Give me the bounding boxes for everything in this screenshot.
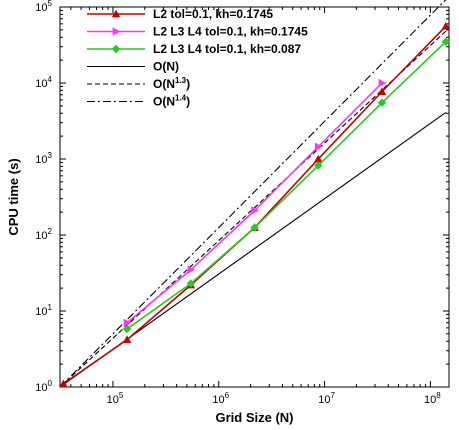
legend-label-0: L2 tol=0.1, kh=0.1745 (153, 7, 273, 21)
diamond-marker (314, 161, 323, 170)
series-layer (59, 0, 451, 388)
x-axis-title: Grid Size (N) (215, 410, 293, 425)
legend: L2 tol=0.1, kh=0.1745 L2 L3 L4 tol=0.1, k… (87, 7, 308, 109)
triangle-marker (441, 21, 451, 30)
series-line-1 (126, 82, 383, 324)
series-line-0 (62, 25, 447, 385)
axis-ticks (60, 6, 449, 388)
series-line-2 (126, 41, 447, 330)
triangle-marker (314, 154, 323, 163)
triangle-marker (59, 379, 68, 388)
diamond-marker (186, 279, 196, 288)
legend-label-3: O(N) (153, 60, 179, 74)
legend-label-4: O(N1.3) (153, 76, 190, 91)
triangle-right-marker (187, 265, 196, 274)
tick-labels: 105 106 107 108 100 101 102 103 104 105 (35, 0, 441, 406)
triangle-right-marker (378, 78, 387, 88)
triangle-marker (111, 9, 121, 18)
y-tick-label: 103 (35, 151, 52, 166)
series-line-5 (59, 0, 447, 388)
diamond-marker (122, 324, 132, 334)
x-tick-label: 106 (212, 391, 229, 406)
legend-label-5: O(N1.4) (153, 94, 190, 109)
triangle-right-marker (123, 318, 132, 327)
triangle-right-marker (251, 206, 259, 215)
triangle-marker (377, 87, 387, 95)
y-tick-label: 101 (35, 303, 52, 318)
diamond-marker (250, 223, 259, 232)
x-tick-label: 105 (107, 391, 124, 406)
plot-frame (59, 6, 450, 388)
legend-label-1: L2 L3 L4 tol=0.1, kh=0.1745 (153, 25, 308, 39)
y-tick-label: 104 (35, 75, 52, 90)
x-tick-label: 107 (318, 391, 335, 406)
y-axis-title: CPU time (s) (6, 158, 21, 235)
diamond-marker (111, 44, 121, 54)
diamond-marker (377, 98, 387, 107)
legend-label-2: L2 L3 L4 tol=0.1, kh=0.087 (153, 42, 301, 56)
y-tick-label: 105 (35, 0, 52, 14)
x-tick-label: 108 (424, 391, 441, 406)
y-tick-label: 100 (35, 379, 52, 394)
triangle-right-marker (112, 27, 121, 36)
triangle-marker (122, 335, 132, 343)
diamond-marker (441, 37, 451, 46)
triangle-right-marker (314, 142, 323, 151)
y-tick-label: 102 (35, 227, 52, 242)
